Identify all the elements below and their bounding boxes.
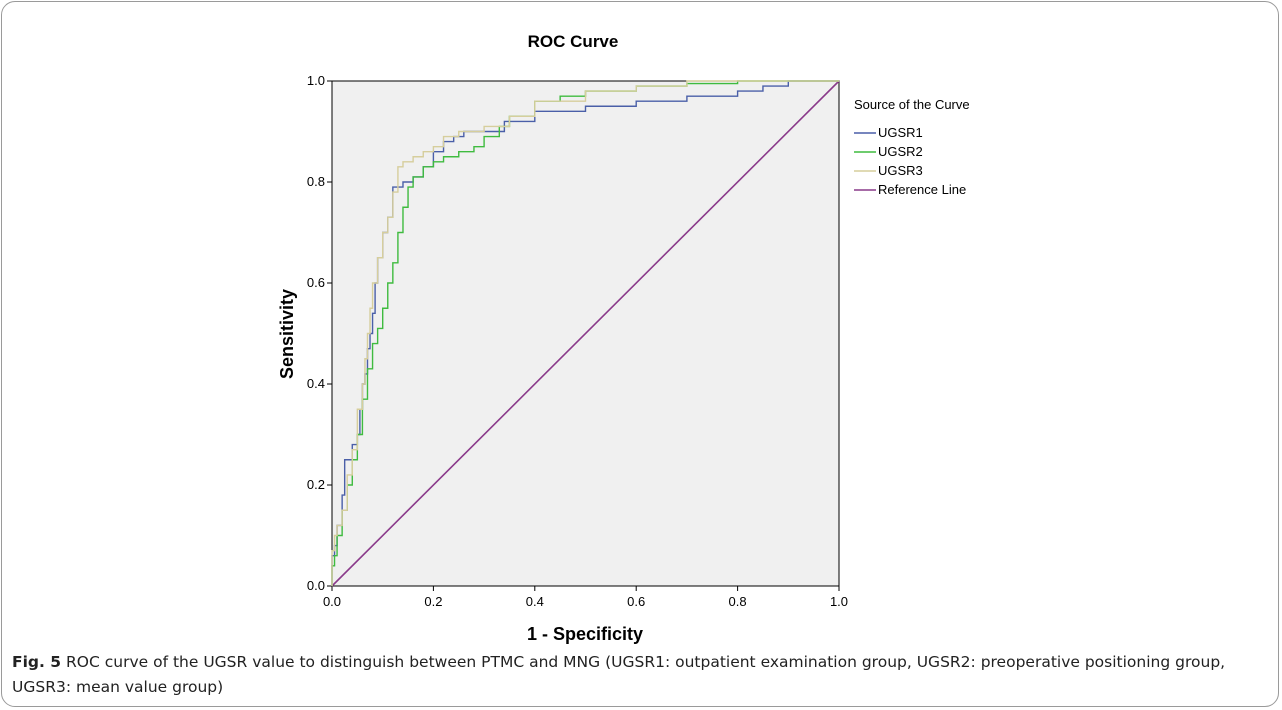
y-tick-label: 0.4	[307, 376, 325, 391]
figure-caption-text: ROC curve of the UGSR value to distingui…	[12, 653, 1226, 696]
y-tick-label: 1.0	[307, 73, 325, 88]
legend: Source of the Curve UGSR1 UGSR2 UGSR3 Refer…	[854, 97, 970, 197]
series-line-reference-line	[331, 80, 840, 587]
y-tick-label: 0.6	[307, 275, 325, 290]
y-tick-label: 0.0	[307, 578, 325, 593]
x-tick-label: 0.8	[729, 594, 747, 609]
figure-caption: Fig. 5 ROC curve of the UGSR value to di…	[12, 650, 1232, 700]
legend-entry: UGSR3	[878, 163, 923, 178]
legend-entry: Reference Line	[878, 182, 966, 197]
x-tick-label: 0.6	[627, 594, 645, 609]
y-axis-label: Sensitivity	[277, 289, 297, 379]
series-line-ugsr3	[331, 80, 839, 586]
chart-title: ROC Curve	[528, 32, 619, 51]
x-tick-label: 1.0	[830, 594, 848, 609]
legend-title: Source of the Curve	[854, 97, 970, 112]
axis-ticks: 0.0 0.2 0.4 0.6 0.8 1.0 0.0 0.2 0.4 0.6 0.8 1.0	[307, 73, 848, 609]
legend-entry: UGSR2	[878, 144, 923, 159]
series-layer	[331, 80, 840, 587]
y-tick-label: 0.2	[307, 477, 325, 492]
x-tick-label: 0.0	[323, 594, 341, 609]
legend-entry: UGSR1	[878, 125, 923, 140]
x-tick-label: 0.2	[424, 594, 442, 609]
x-tick-label: 0.4	[526, 594, 544, 609]
x-axis-label: 1 - Specificity	[527, 624, 643, 644]
y-tick-label: 0.8	[307, 174, 325, 189]
figure-label: Fig. 5	[12, 653, 62, 671]
